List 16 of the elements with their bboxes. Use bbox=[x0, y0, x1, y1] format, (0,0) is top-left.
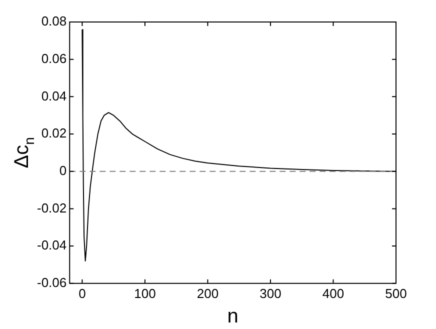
y-tick-label: 0.02 bbox=[41, 126, 67, 141]
x-tick-label: 100 bbox=[134, 286, 156, 301]
x-tick-label: 0 bbox=[78, 286, 86, 301]
x-tick-label: 400 bbox=[322, 286, 344, 301]
x-axis-title: n bbox=[227, 306, 238, 328]
x-tick-label: 300 bbox=[260, 286, 282, 301]
y-tick-label: -0.02 bbox=[36, 200, 67, 216]
y-tick-label: 0 bbox=[59, 162, 67, 178]
y-tick-label: -0.06 bbox=[36, 274, 67, 290]
y-tick-label: -0.04 bbox=[36, 238, 67, 253]
y-tick-label: 0.06 bbox=[41, 50, 67, 66]
y-tick-label: 0.08 bbox=[41, 14, 67, 29]
y-axis-title: Δcn bbox=[11, 137, 37, 168]
y-tick-label: 0.04 bbox=[41, 88, 67, 104]
x-tick-label: 200 bbox=[196, 286, 219, 301]
x-tick-label: 500 bbox=[385, 286, 407, 301]
